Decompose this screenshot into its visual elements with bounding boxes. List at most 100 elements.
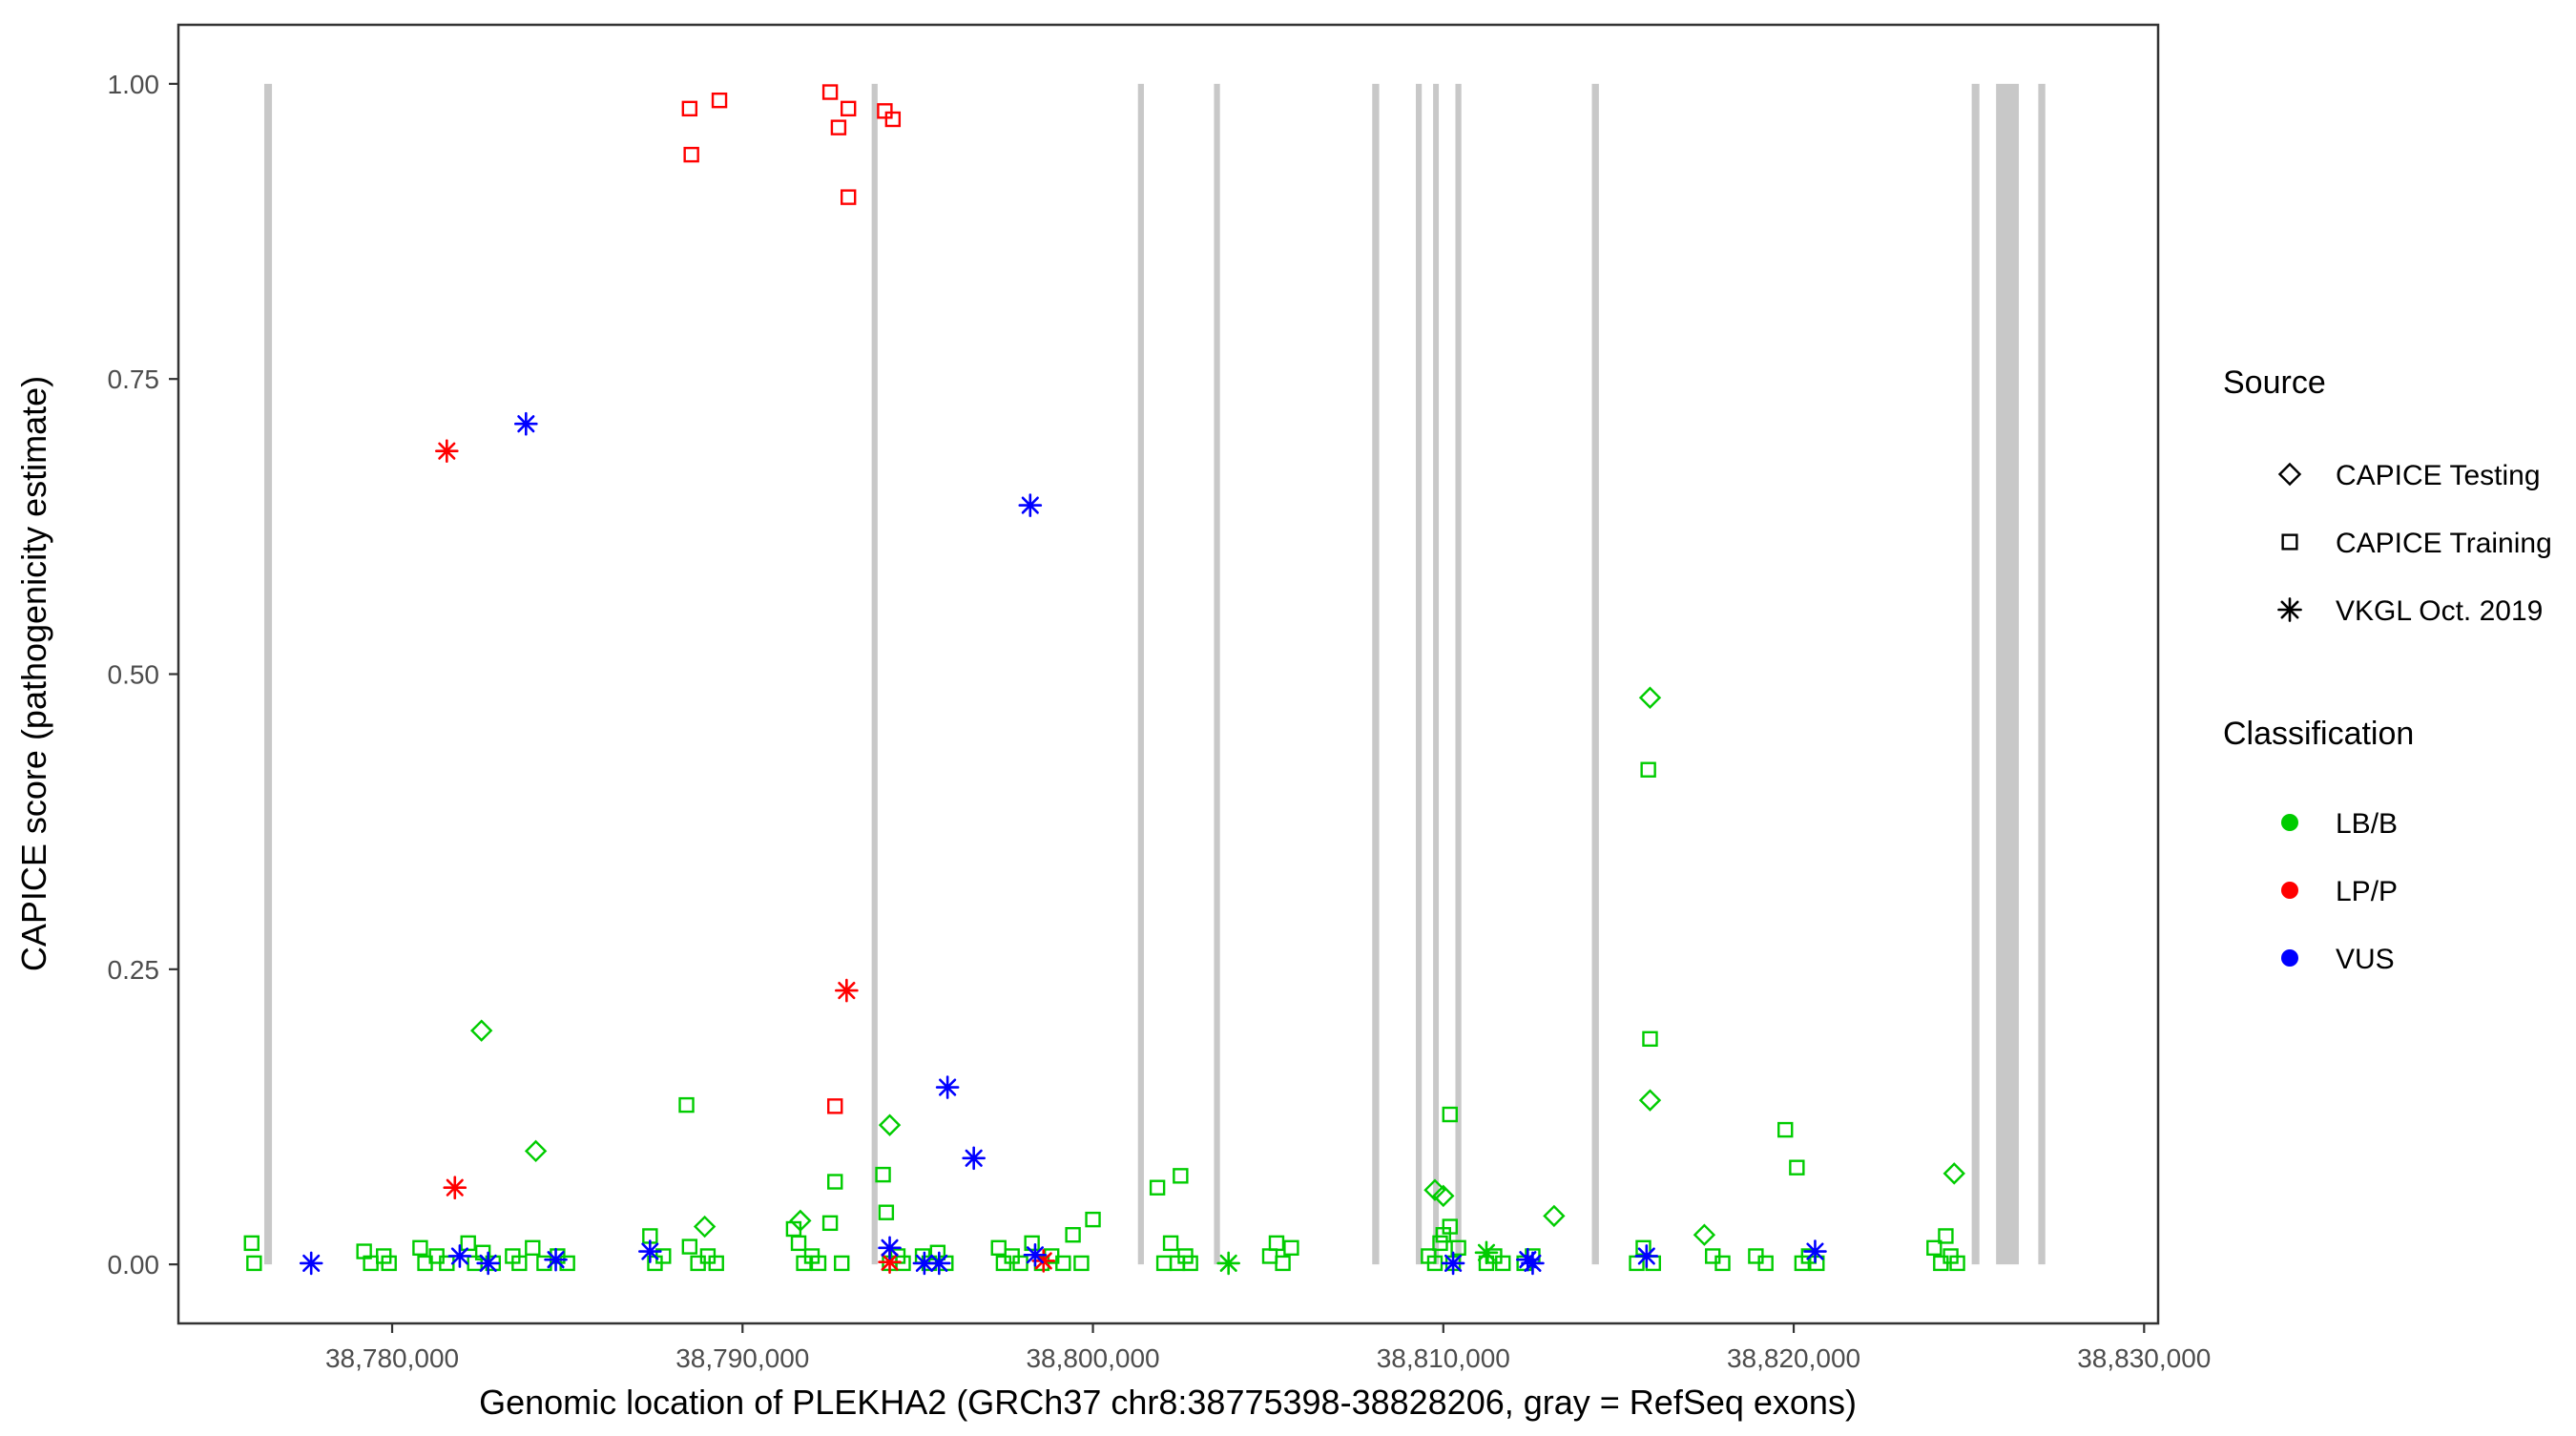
data-point-diamond	[1693, 1223, 1716, 1246]
data-point-square	[412, 1239, 428, 1257]
refseq-exon-bar	[1455, 83, 1462, 1265]
data-point-square	[246, 1255, 262, 1272]
y-tick-label: 0.25	[108, 955, 160, 985]
data-point-square	[1073, 1255, 1090, 1272]
data-point-square	[1777, 1121, 1794, 1138]
data-point-asterisk	[1521, 1251, 1545, 1276]
legend: Source CAPICE Testing CAPICE Training VKGL…	[2223, 364, 2552, 975]
data-point-asterisk	[878, 1236, 902, 1260]
plot-panel-border	[177, 23, 2160, 1325]
data-point-square	[990, 1239, 1007, 1257]
data-point-asterisk	[935, 1075, 960, 1099]
data-point-square	[1085, 1211, 1101, 1228]
data-point-diamond	[1543, 1204, 1566, 1228]
data-point-diamond	[469, 1019, 493, 1042]
y-tick-label: 0.75	[108, 364, 160, 394]
data-point-diamond	[524, 1139, 548, 1163]
data-point-square	[1155, 1255, 1173, 1272]
asterisk-icon	[2277, 597, 2302, 622]
data-point-square	[1055, 1255, 1071, 1272]
data-point-square	[821, 1215, 839, 1232]
data-point-asterisk	[835, 978, 859, 1003]
data-point-square	[678, 1096, 695, 1113]
data-point-square	[875, 1166, 891, 1183]
legend-source-items: CAPICE Testing CAPICE Training VKGL Oct. 2…	[2277, 460, 2552, 627]
x-tick-label: 38,810,000	[1377, 1343, 1510, 1373]
data-point-diamond	[1432, 1184, 1455, 1208]
x-axis: 38,780,000 38,790,000 38,800,000 38,810,000…	[325, 1323, 2211, 1373]
legend-item-diamond: CAPICE Testing	[2277, 460, 2541, 491]
x-axis-title: Genomic location of PLEKHA2 (GRCh37 chr8…	[479, 1383, 1857, 1422]
data-point-square	[878, 1204, 895, 1220]
data-point-square	[243, 1235, 260, 1252]
x-tick-label: 38,800,000	[1026, 1343, 1159, 1373]
y-tick-label: 0.00	[108, 1250, 160, 1280]
data-point-square	[1065, 1227, 1081, 1243]
data-point-square	[1809, 1255, 1825, 1272]
data-point-diamond	[1638, 1089, 1662, 1112]
data-point-square	[1442, 1218, 1458, 1235]
data-point-square	[790, 1235, 807, 1252]
data-point-square	[1757, 1255, 1774, 1272]
x-tick-label: 38,790,000	[675, 1343, 809, 1373]
data-point-square	[877, 103, 893, 119]
data-point-square	[1261, 1248, 1278, 1264]
data-point-asterisk	[1216, 1251, 1240, 1276]
refseq-exon-bar	[1591, 83, 1599, 1265]
data-point-square	[1173, 1168, 1189, 1184]
data-point-asterisk	[1803, 1239, 1827, 1263]
data-point-square	[525, 1239, 541, 1257]
data-point-asterisk	[1018, 493, 1043, 517]
refseq-exon-bar	[1372, 83, 1380, 1265]
refseq-exon-bar	[1971, 83, 1980, 1265]
data-point-square	[929, 1244, 946, 1260]
refseq-exon-bar	[871, 83, 878, 1265]
data-point-square	[1283, 1239, 1299, 1257]
legend-source-title: Source	[2223, 364, 2326, 401]
data-point-square	[711, 92, 728, 109]
data-point-square	[827, 1098, 843, 1114]
legend-classification-items: LB/B LP/P VUS	[2281, 808, 2398, 975]
data-point-square	[840, 189, 857, 205]
refseq-exon-bar	[263, 83, 273, 1265]
data-point-asterisk	[447, 1244, 472, 1268]
refseq-exon-bar	[2038, 83, 2046, 1265]
data-point-square	[460, 1235, 476, 1252]
data-point-asterisk	[638, 1239, 662, 1263]
legend-item-classification: VUS	[2281, 944, 2395, 975]
data-point-asterisk	[443, 1176, 467, 1200]
legend-item-asterisk: VKGL Oct. 2019	[2277, 595, 2543, 627]
legend-source-label: VKGL Oct. 2019	[2336, 595, 2543, 627]
data-point-square	[827, 1174, 843, 1190]
data-point-square	[381, 1255, 397, 1272]
legend-source-label: CAPICE Training	[2336, 528, 2552, 559]
data-point-square	[1268, 1235, 1285, 1252]
refseq-exon-bar	[1433, 83, 1440, 1265]
data-point-square	[1926, 1239, 1942, 1257]
data-point-square	[1149, 1179, 1166, 1196]
data-point-square	[840, 100, 857, 117]
x-tick-label: 38,830,000	[2077, 1343, 2211, 1373]
data-point-diamond	[789, 1209, 812, 1233]
y-axis: 0.00 0.25 0.50 0.75 1.00	[108, 70, 178, 1280]
data-point-asterisk	[927, 1251, 951, 1276]
data-point-square	[1450, 1239, 1466, 1257]
circle-icon	[2281, 949, 2298, 967]
data-point-square	[830, 119, 847, 135]
x-tick-label: 38,820,000	[1727, 1343, 1860, 1373]
y-tick-label: 1.00	[108, 70, 160, 99]
legend-source-label: CAPICE Testing	[2336, 460, 2541, 491]
data-point-square	[1432, 1235, 1448, 1252]
data-point-square	[1442, 1106, 1458, 1123]
data-point-asterisk	[1634, 1244, 1659, 1268]
data-point-square	[1182, 1255, 1198, 1272]
data-point-asterisk	[544, 1247, 568, 1272]
data-point-square	[1714, 1255, 1731, 1272]
data-point-diamond	[1942, 1162, 1965, 1185]
circle-icon	[2281, 814, 2298, 831]
legend-item-square: CAPICE Training	[2281, 528, 2552, 559]
refseq-exon-bar	[1214, 83, 1220, 1265]
x-tick-label: 38,780,000	[325, 1343, 459, 1373]
data-point-diamond	[878, 1113, 902, 1136]
data-point-asterisk	[514, 411, 538, 436]
